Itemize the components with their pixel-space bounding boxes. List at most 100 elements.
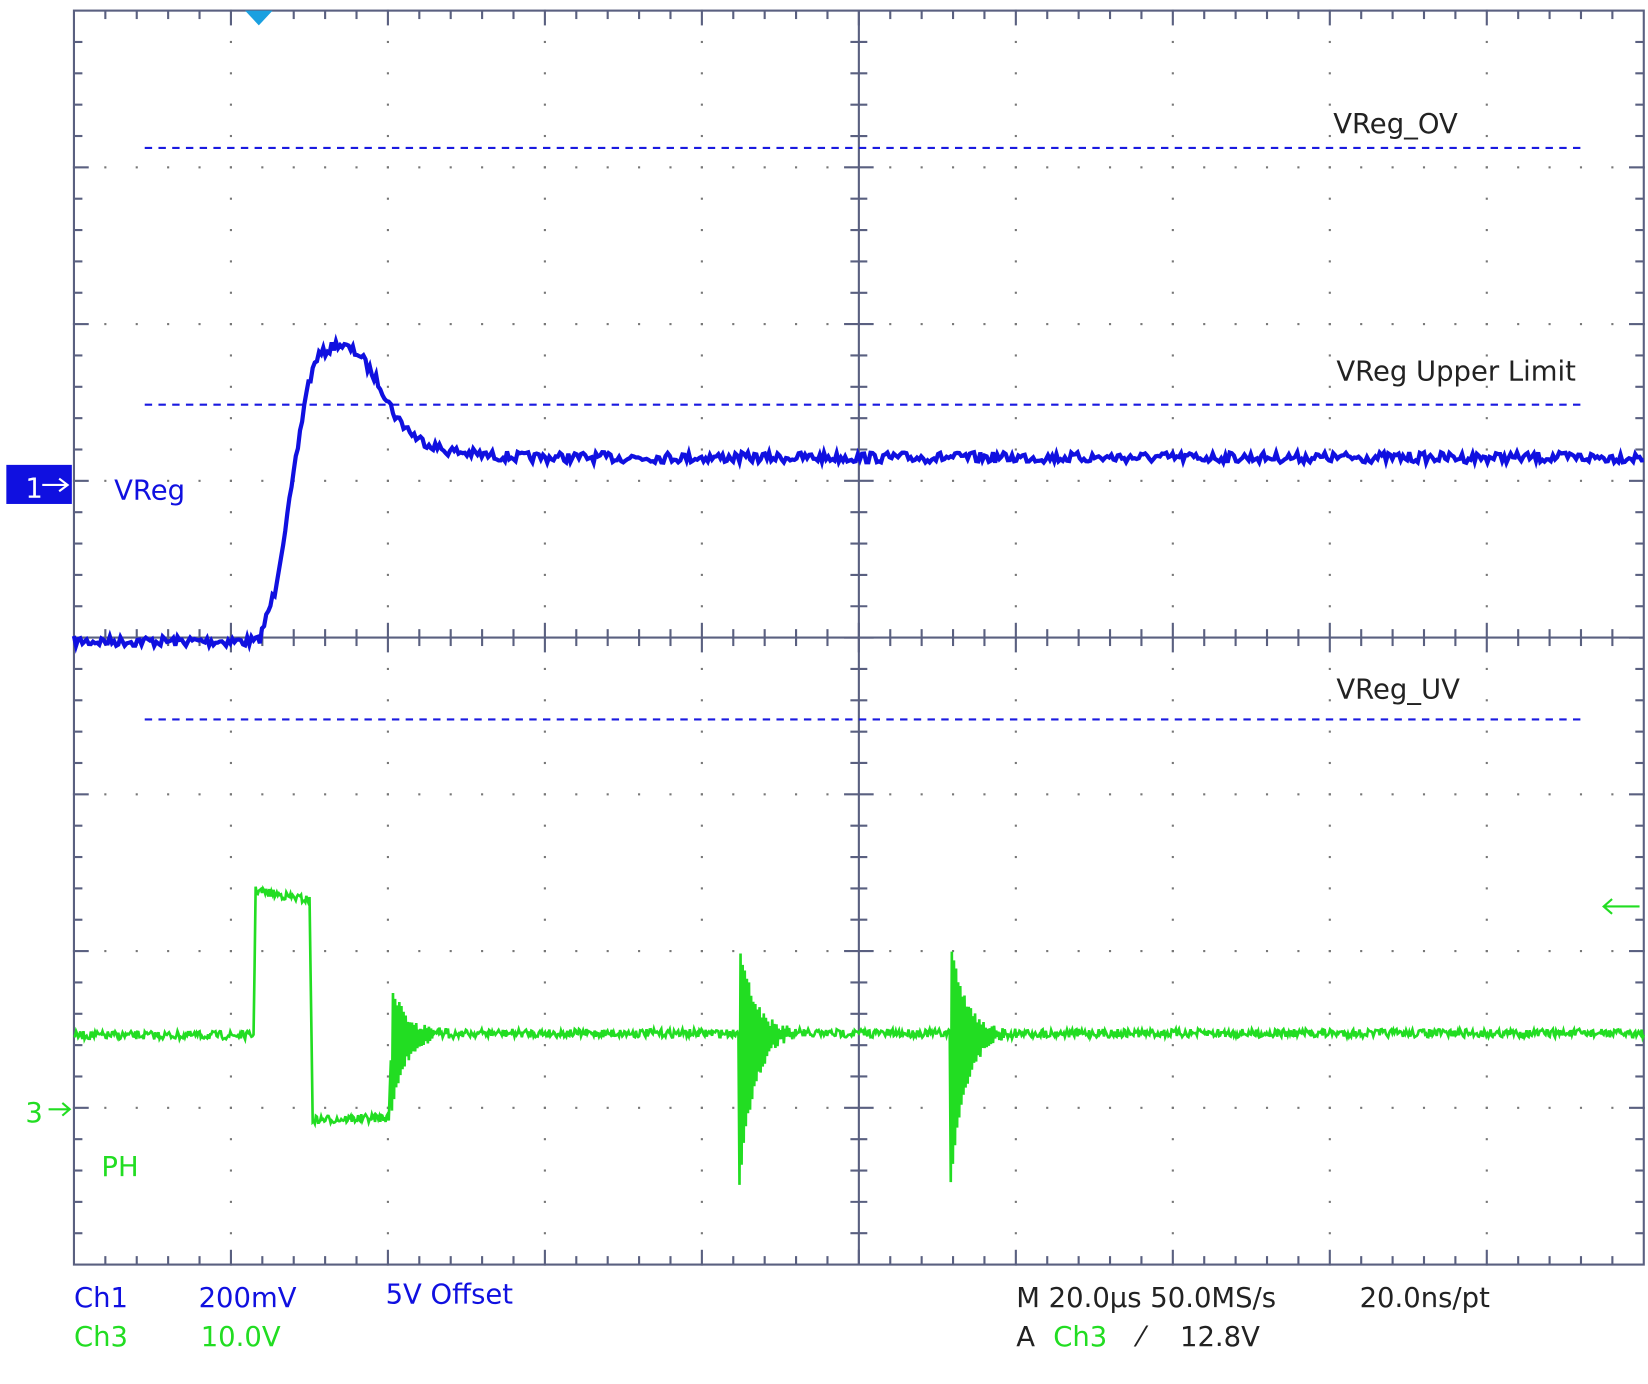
- grid-dot: [700, 1044, 703, 1047]
- grid-dot: [700, 229, 703, 232]
- grid-dot: [229, 761, 232, 765]
- grid-dot: [1454, 793, 1457, 796]
- grid-dot: [1171, 918, 1174, 921]
- grid-dot: [983, 1106, 986, 1109]
- grid-dot: [1265, 793, 1269, 796]
- grid-dot: [543, 918, 546, 921]
- grid-dot: [512, 166, 515, 169]
- grid-dot: [700, 887, 703, 890]
- ref-label: VReg_OV: [1333, 109, 1458, 140]
- grid-dot: [543, 448, 546, 451]
- grid-dot: [1611, 479, 1614, 482]
- grid-dot: [386, 448, 389, 451]
- grid-dot: [700, 730, 703, 733]
- grid-dot: [543, 291, 546, 294]
- grid-dot: [1328, 699, 1331, 702]
- grid-dot: [543, 1232, 546, 1235]
- grid-dot: [1485, 950, 1488, 953]
- ch1-marker-label: 1: [25, 474, 42, 505]
- grid-dot: [1328, 417, 1331, 420]
- grid-dot: [1485, 667, 1488, 671]
- grid-dot: [700, 260, 703, 263]
- grid-dot: [386, 1200, 389, 1203]
- grid-dot: [1014, 134, 1017, 138]
- grid-dot: [1297, 479, 1300, 482]
- grid-dot: [732, 793, 735, 796]
- grid-dot: [543, 761, 546, 765]
- grid-dot: [1171, 1232, 1174, 1235]
- grid-dot: [229, 573, 232, 576]
- grid-dot: [1454, 323, 1457, 326]
- grid-dot: [1548, 950, 1551, 953]
- grid-dot: [1203, 166, 1206, 169]
- grid-dot: [1171, 229, 1174, 232]
- grid-dot: [983, 793, 986, 796]
- grid-dot: [386, 166, 389, 169]
- grid-dot: [1391, 166, 1394, 169]
- timebase: M 20.0µs 50.0MS/s: [1016, 1283, 1276, 1314]
- grid-dot: [1014, 479, 1017, 482]
- grid-dot: [1391, 323, 1394, 326]
- grid-dot: [1391, 1106, 1394, 1109]
- grid-dot: [1485, 197, 1488, 200]
- grid-dot: [543, 1106, 546, 1109]
- grid-dot: [1014, 1138, 1017, 1141]
- grid-dot: [355, 323, 358, 326]
- grid-dot: [543, 1012, 546, 1015]
- grid-dot: [1014, 103, 1017, 106]
- resolution: 20.0ns/pt: [1360, 1283, 1491, 1314]
- grid-dot: [763, 793, 766, 796]
- grid-dot: [355, 479, 358, 482]
- grid-dot: [669, 323, 672, 326]
- grid-dot: [700, 1138, 703, 1141]
- grid-dot: [1171, 699, 1174, 702]
- grid-dot: [229, 1106, 232, 1109]
- grid-dot: [1077, 950, 1080, 953]
- grid-dot: [1171, 605, 1174, 608]
- grid-dot: [1328, 1200, 1331, 1203]
- grid-dot: [481, 166, 484, 169]
- grid-dot: [386, 1138, 389, 1141]
- grid-dot: [1328, 855, 1331, 859]
- grid-dot: [1171, 511, 1174, 514]
- grid-dot: [386, 260, 389, 263]
- grid-dot: [1579, 323, 1583, 326]
- grid-dot: [1265, 166, 1269, 169]
- trigger-level: 12.8V: [1180, 1322, 1260, 1353]
- grid-dot: [638, 323, 641, 326]
- grid-dot: [543, 103, 546, 106]
- grid-dot: [543, 950, 546, 953]
- grid-dot: [292, 166, 295, 169]
- grid-dot: [700, 981, 703, 984]
- ch3-marker-arrow: [48, 1102, 72, 1117]
- grid-dot: [1328, 323, 1331, 326]
- grid-dot: [386, 1012, 389, 1015]
- grid-dot: [1328, 134, 1331, 138]
- grid-dot: [1328, 291, 1331, 294]
- grid-dot: [167, 323, 170, 326]
- grid-dot: [700, 542, 703, 545]
- grid-dot: [795, 950, 798, 953]
- grid-dot: [700, 291, 703, 294]
- grid-dot: [1360, 479, 1363, 482]
- grid-dot: [135, 166, 138, 169]
- grid-dot: [543, 1075, 546, 1078]
- grid-dot: [135, 323, 138, 326]
- grid-dot: [889, 793, 892, 796]
- ch3-label: PH: [101, 1152, 138, 1183]
- grid-dot: [229, 918, 232, 921]
- grid-dot: [229, 197, 232, 200]
- grid-dot: [543, 385, 546, 388]
- grid-dot: [1171, 542, 1174, 545]
- grid-dot: [167, 793, 170, 796]
- grid-dot: [1485, 72, 1488, 75]
- grid-dot: [1454, 166, 1457, 169]
- grid-dot: [1391, 479, 1394, 482]
- grid-dot: [920, 323, 923, 326]
- grid-dot: [198, 323, 201, 326]
- grid-dot: [543, 134, 546, 138]
- grid-dot: [700, 824, 703, 827]
- grid-dot: [543, 1044, 546, 1047]
- grid-dot: [1171, 1012, 1174, 1015]
